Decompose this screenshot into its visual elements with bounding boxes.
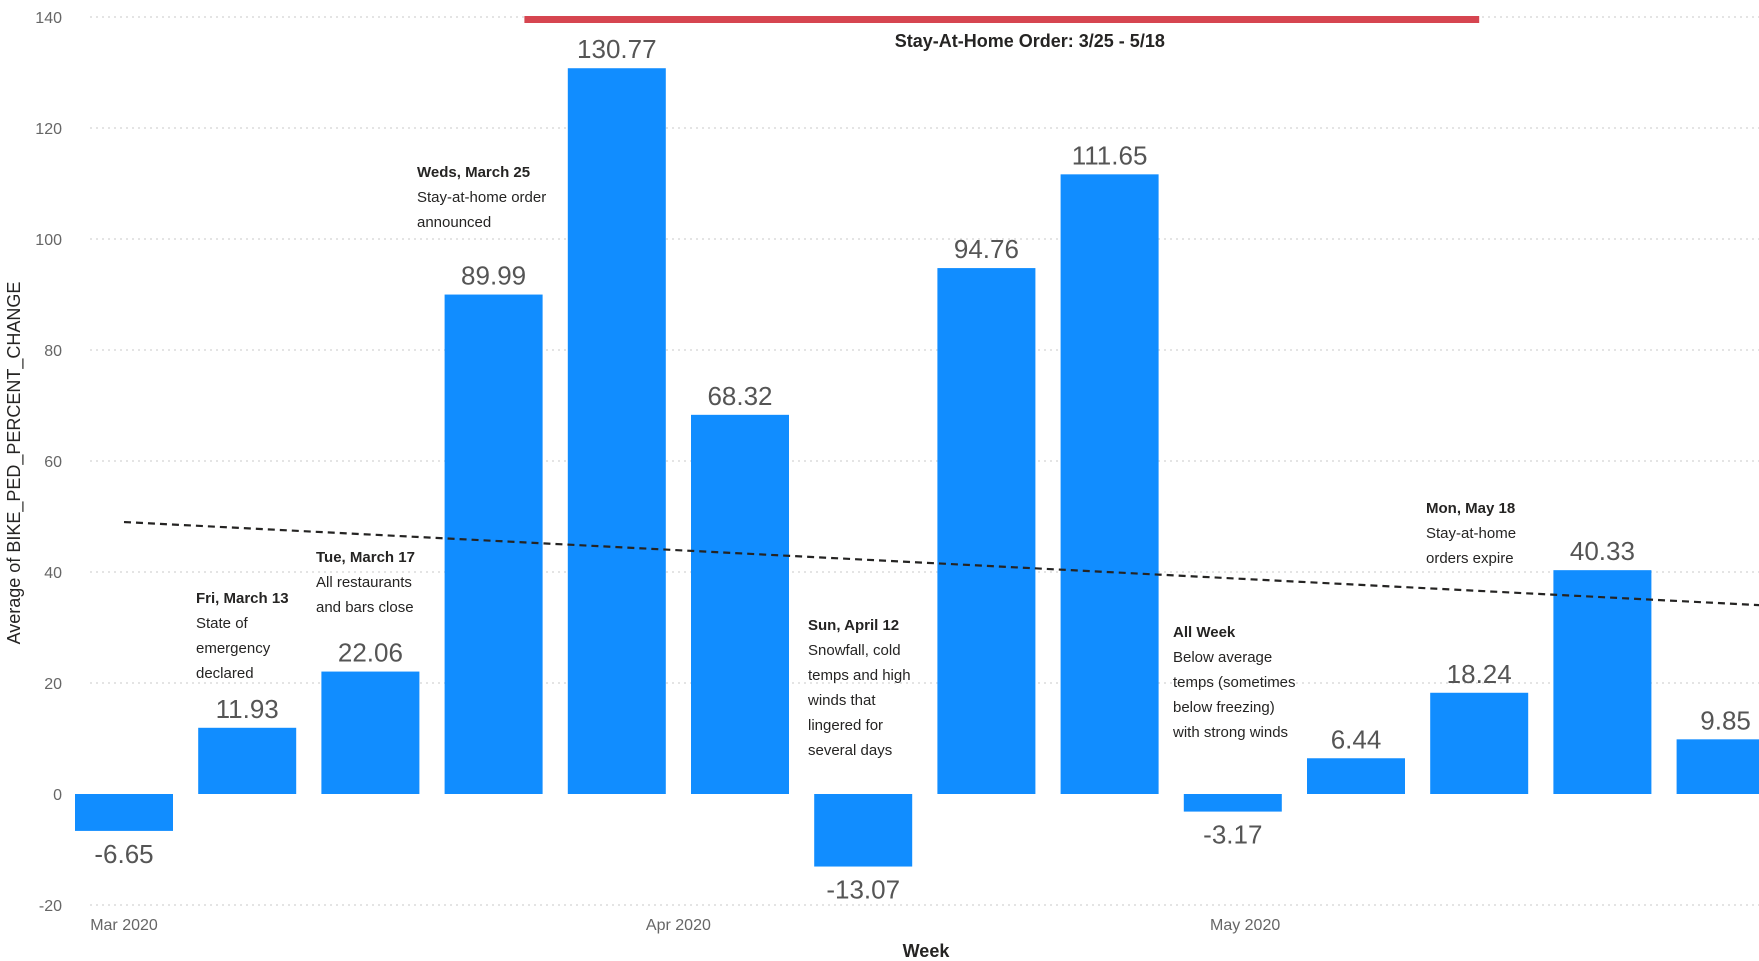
bar [1553, 570, 1652, 794]
trendline-group [123, 520, 1759, 607]
data-label: 18.24 [1447, 659, 1512, 689]
annotation-title: Weds, March 25 [417, 164, 530, 181]
y-tick-label: 140 [35, 10, 62, 27]
annotation: Tue, March 17 All restaurants and bars clo… [316, 549, 415, 616]
annotation-line: Stay-at-home order [417, 189, 546, 206]
data-label: 89.99 [461, 261, 526, 291]
bar [321, 671, 420, 794]
bar [75, 794, 173, 831]
y-axis-title: Average of BIKE_PED_PERCENT_CHANGE [4, 282, 25, 645]
annotation: All Week Below average temps (sometimes bel… [1172, 624, 1296, 741]
y-axis-ticks: -20 0 20 40 60 80 100 120 140 [35, 10, 62, 915]
annotation-line: with strong winds [1172, 724, 1288, 741]
x-tick-label: Apr 2020 [646, 917, 711, 934]
data-label: 130.77 [577, 34, 657, 64]
bar [198, 727, 297, 794]
annotation: Weds, March 25 Stay-at-home order announce… [417, 164, 546, 231]
annotation-line: Snowfall, cold [808, 642, 901, 659]
annotation-title: Tue, March 17 [316, 549, 415, 566]
x-axis-ticks: Mar 2020 Apr 2020 May 2020 [90, 917, 1280, 934]
annotation-line: Below average [1173, 649, 1272, 666]
banner-bar [524, 16, 1480, 23]
data-label: 22.06 [338, 638, 403, 668]
trendline [123, 520, 1759, 607]
data-label: 40.33 [1570, 536, 1635, 566]
bar [567, 68, 666, 794]
annotation-line: declared [196, 665, 254, 682]
annotation-line: lingered for [808, 717, 883, 734]
annotation: Mon, May 18 Stay-at-home orders expire [1426, 500, 1516, 567]
annotation-line: winds that [807, 692, 876, 709]
data-label: 6.44 [1331, 724, 1382, 754]
annotation-line: announced [417, 214, 491, 231]
data-label: 68.32 [707, 381, 772, 411]
annotation-line: Stay-at-home [1426, 525, 1516, 542]
annotation-line: temps (sometimes [1173, 674, 1296, 691]
bar [1060, 174, 1159, 794]
data-label: 11.93 [216, 694, 279, 724]
banner-label: Stay-At-Home Order: 3/25 - 5/18 [895, 31, 1165, 51]
annotation-title: All Week [1173, 624, 1236, 641]
annotation-line: and bars close [316, 599, 414, 616]
annotation-line: All restaurants [316, 574, 412, 591]
annotation-line: emergency [196, 640, 271, 657]
bar [691, 414, 789, 794]
y-tick-label: 20 [44, 676, 62, 693]
data-labels: -6.65 11.93 22.06 89.99 130.77 68.32 -13.07 94.… [94, 34, 1751, 904]
bar [444, 294, 543, 794]
annotation: Sun, April 12 Snowfall, cold temps and hig… [807, 617, 911, 759]
data-label: -13.07 [826, 875, 900, 905]
x-tick-label: May 2020 [1210, 917, 1280, 934]
annotation-line: orders expire [1426, 550, 1514, 567]
y-tick-label: 40 [44, 565, 62, 582]
x-axis-title: Week [903, 941, 951, 961]
y-tick-label: 120 [35, 121, 62, 138]
annotation-line: several days [808, 742, 892, 759]
data-label: -3.17 [1203, 820, 1262, 850]
bar [1676, 739, 1759, 794]
y-tick-label: 0 [53, 787, 62, 804]
stay-at-home-banner: Stay-At-Home Order: 3/25 - 5/18 [524, 16, 1480, 51]
bar [814, 794, 913, 867]
bars [75, 68, 1759, 867]
data-label: -6.65 [94, 839, 153, 869]
bar [1430, 692, 1529, 794]
y-tick-label: 60 [44, 454, 62, 471]
data-label: 9.85 [1700, 705, 1751, 735]
annotations: Fri, March 13 State of emergency declared Tu… [196, 164, 1516, 759]
annotation-line: State of [196, 615, 249, 632]
bar [1183, 794, 1282, 812]
y-tick-label: -20 [39, 898, 62, 915]
annotation-title: Sun, April 12 [808, 617, 899, 634]
annotation-title: Fri, March 13 [196, 590, 289, 607]
annotation-line: temps and high [808, 667, 911, 684]
annotation-title: Mon, May 18 [1426, 500, 1515, 517]
bar [1307, 758, 1405, 794]
data-label: 111.65 [1072, 140, 1148, 170]
bar [937, 268, 1036, 794]
y-tick-label: 100 [35, 232, 62, 249]
annotation: Fri, March 13 State of emergency declared [196, 590, 289, 682]
annotation-line: below freezing) [1173, 699, 1275, 716]
data-label: 94.76 [954, 234, 1019, 264]
x-tick-label: Mar 2020 [90, 917, 158, 934]
y-tick-label: 80 [44, 343, 62, 360]
